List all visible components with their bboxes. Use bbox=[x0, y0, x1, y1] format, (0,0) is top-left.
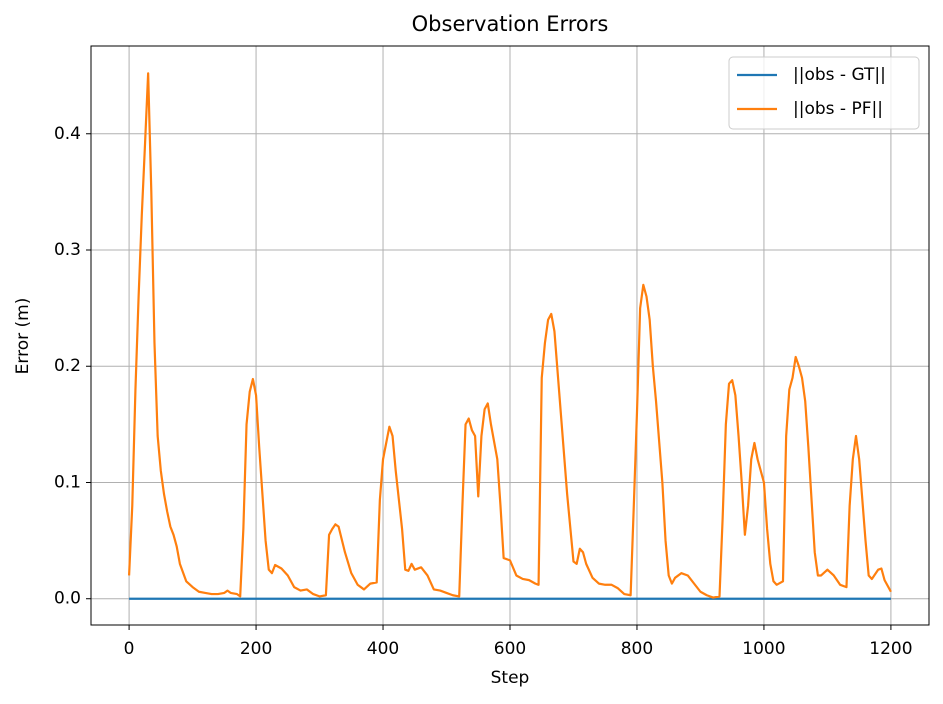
x-axis-label: Step bbox=[491, 668, 530, 688]
legend-label: ||obs - PF|| bbox=[793, 99, 883, 119]
x-tick-label: 0 bbox=[124, 639, 135, 659]
chart-title: Observation Errors bbox=[412, 12, 609, 36]
y-tick-label: 0.2 bbox=[54, 356, 81, 376]
y-axis-label: Error (m) bbox=[13, 298, 33, 375]
x-tick-label: 1200 bbox=[869, 639, 912, 659]
y-tick-label: 0.0 bbox=[54, 589, 81, 609]
y-tick-label: 0.4 bbox=[54, 124, 81, 144]
x-tick-label: 200 bbox=[240, 639, 272, 659]
legend-label: ||obs - GT|| bbox=[793, 65, 886, 85]
y-tick-label: 0.3 bbox=[54, 240, 81, 260]
x-tick-label: 400 bbox=[367, 639, 399, 659]
y-tick-label: 0.1 bbox=[54, 472, 81, 492]
x-tick-label: 600 bbox=[494, 639, 526, 659]
x-tick-label: 800 bbox=[621, 639, 653, 659]
plot-frame bbox=[90, 45, 930, 626]
line-series bbox=[127, 72, 892, 599]
x-tick-label: 1000 bbox=[742, 639, 785, 659]
